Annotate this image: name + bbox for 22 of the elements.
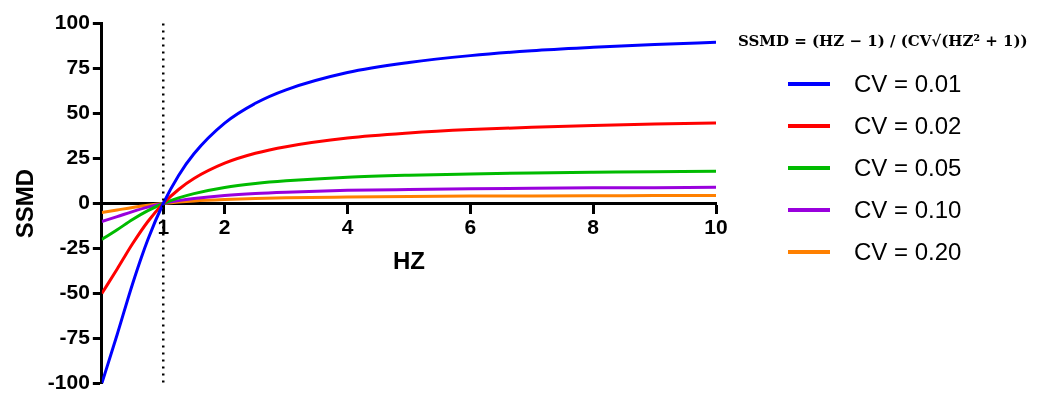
y-tick-label: 0 [78,190,90,214]
y-tick-label: -75 [59,325,91,349]
y-tick-label: -100 [47,370,90,394]
y-tick-label: 75 [66,55,91,79]
legend-label: CV = 0.20 [854,238,962,266]
x-axis-title: HZ [392,246,425,274]
legend-label: CV = 0.01 [854,70,962,98]
y-tick-label: -50 [59,280,90,304]
x-tick-label: 10 [704,214,728,238]
legend-label: CV = 0.10 [854,196,962,224]
x-tick-label: 8 [587,214,600,238]
y-tick-label: 100 [54,10,90,34]
x-tick-label: 2 [218,214,231,238]
x-tick-label: 6 [464,214,477,238]
x-tick-label: 4 [341,214,354,238]
text: SSMD = (HZ − 1) / (CV√(HZ² + 1)) [738,32,1029,50]
y-tick-label: 25 [66,145,91,169]
legend-label: CV = 0.05 [854,154,962,182]
y-tick-label: 50 [66,100,90,124]
y-tick-label: -25 [59,235,91,259]
y-axis-title: SSMD [11,168,39,239]
legend-label: CV = 0.02 [854,112,962,140]
